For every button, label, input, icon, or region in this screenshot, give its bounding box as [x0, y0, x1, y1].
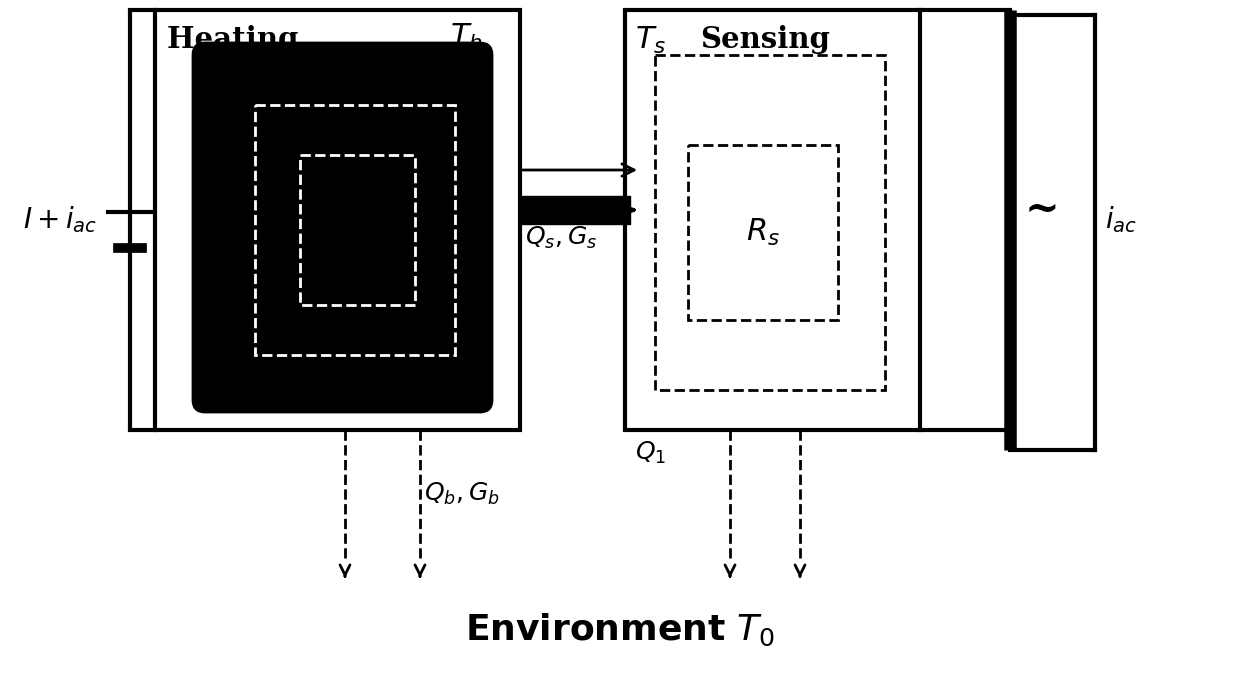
Bar — [688, 145, 838, 320]
FancyBboxPatch shape — [193, 43, 492, 412]
Text: Sensing: Sensing — [701, 25, 830, 54]
Text: $\mathbf{\mathit{i_{ac}}}$: $\mathbf{\mathit{i_{ac}}}$ — [1105, 205, 1137, 236]
Bar — [625, 10, 920, 430]
Text: $\mathbf{\mathit{I + i_{ac}}}$: $\mathbf{\mathit{I + i_{ac}}}$ — [22, 205, 97, 236]
Text: $\mathbf{Environment}\ \mathbf{\mathit{T_0}}$: $\mathbf{Environment}\ \mathbf{\mathit{T… — [465, 612, 775, 648]
Text: $T_h$: $T_h$ — [450, 22, 482, 53]
Text: $R_s$: $R_s$ — [746, 217, 780, 248]
Text: Heating: Heating — [167, 25, 309, 54]
Bar — [655, 55, 885, 390]
Bar — [255, 105, 455, 355]
Text: $T_s$: $T_s$ — [635, 25, 666, 56]
Text: ~: ~ — [1024, 189, 1059, 231]
Text: $\mathbf{\mathit{Q_1}}$: $\mathbf{\mathit{Q_1}}$ — [635, 440, 666, 466]
Bar — [300, 155, 415, 305]
Text: $\mathbf{\mathit{Q_b, G_b}}$: $\mathbf{\mathit{Q_b, G_b}}$ — [424, 481, 500, 507]
Bar — [155, 10, 520, 430]
Text: $\mathbf{\mathit{Q_s, G_s}}$: $\mathbf{\mathit{Q_s, G_s}}$ — [525, 225, 598, 251]
